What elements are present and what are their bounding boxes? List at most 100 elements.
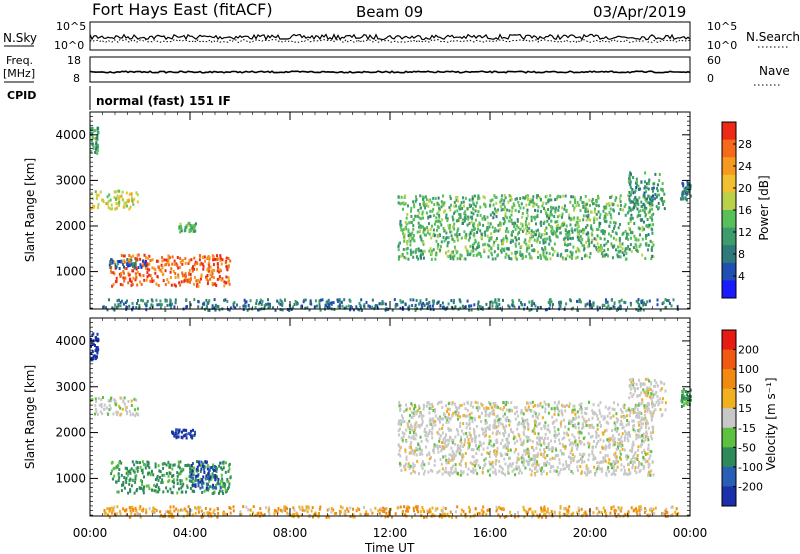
range-cell-power-6: [608, 224, 611, 228]
range-cell-velocity-5: [381, 509, 384, 513]
range-cell-power-6: [413, 205, 416, 209]
range-cell-velocity-6: [408, 426, 411, 430]
range-cell-velocity-6: [535, 465, 538, 469]
range-cell-velocity-6: [533, 471, 536, 475]
range-cell-velocity-5: [558, 510, 561, 514]
range-cell-velocity-6: [619, 449, 622, 453]
range-cell-power-6: [624, 229, 627, 233]
range-cell-power-6: [504, 229, 507, 233]
range-cell-velocity-2: [118, 476, 121, 480]
range-cell-velocity-6: [464, 462, 467, 466]
range-cell-power-3: [133, 266, 136, 270]
range-cell-velocity-6: [632, 440, 635, 444]
range-cell-velocity-6: [412, 430, 415, 434]
range-cell-velocity-6: [410, 416, 413, 419]
range-cell-power-5: [599, 306, 601, 310]
range-cell-velocity-6: [469, 427, 471, 430]
range-cell-velocity-6: [632, 460, 635, 464]
range-cell-power-6: [449, 208, 452, 212]
range-cell-power-5: [662, 301, 665, 305]
range-cell-power-2: [131, 283, 134, 287]
range-cell-velocity-6: [582, 425, 585, 429]
range-cell-velocity-6: [619, 452, 622, 456]
range-cell-power-6: [593, 216, 596, 220]
range-cell-velocity-5: [585, 513, 588, 517]
range-cell-velocity-6: [527, 427, 530, 431]
range-cell-velocity-6: [557, 413, 560, 417]
range-cell-power-6: [576, 227, 579, 231]
range-cell-velocity-6: [603, 415, 606, 419]
range-cell-power-6: [646, 218, 649, 221]
range-cell-power-6: [522, 206, 525, 210]
range-cell-power-6: [544, 229, 546, 232]
range-cell-power-6: [494, 227, 497, 231]
range-cell-power-6: [511, 222, 514, 226]
range-cell-power-6: [548, 242, 551, 246]
range-cell-power-5: [174, 301, 177, 305]
range-cell-velocity-6: [450, 446, 453, 450]
range-cell-power-1: [113, 196, 116, 199]
range-cell-power-0: [92, 144, 95, 148]
range-cell-velocity-5: [639, 505, 642, 509]
range-cell-velocity-5: [333, 512, 336, 515]
range-cell-velocity-2: [222, 460, 225, 464]
range-cell-power-0: [94, 151, 97, 154]
range-cell-power-7: [636, 207, 639, 211]
range-cell-power-5: [309, 299, 312, 303]
range-cell-power-5: [108, 298, 110, 302]
range-cell-velocity-6: [509, 428, 512, 431]
range-cell-power-6: [530, 198, 533, 202]
range-cell-power-6: [579, 235, 582, 239]
range-cell-velocity-4: [175, 429, 177, 433]
range-cell-velocity-6: [491, 431, 494, 435]
range-cell-power-2: [127, 260, 130, 264]
range-cell-power-5: [473, 303, 476, 307]
range-cell-velocity-4: [172, 431, 175, 435]
range-cell-velocity-6: [501, 467, 504, 471]
range-cell-power-5: [214, 308, 217, 312]
range-cell-power-6: [519, 250, 522, 254]
range-cell-velocity-6: [486, 446, 489, 450]
range-cell-velocity-1: [99, 410, 102, 414]
range-cell-velocity-4: [194, 430, 196, 434]
range-cell-velocity-1: [103, 403, 106, 407]
range-cell-velocity-6: [531, 440, 534, 444]
range-cell-velocity-5: [172, 515, 175, 519]
range-cell-velocity-5: [200, 509, 203, 513]
range-cell-velocity-6: [459, 448, 462, 452]
range-cell-power-6: [415, 195, 417, 199]
range-cell-velocity-5: [610, 507, 613, 511]
range-cell-velocity-6: [601, 431, 604, 435]
range-cell-power-6: [452, 218, 455, 222]
range-cell-velocity-5: [613, 509, 616, 513]
range-cell-velocity-5: [222, 510, 225, 514]
range-cell-power-6: [638, 227, 641, 231]
range-cell-power-6: [573, 206, 576, 210]
range-cell-power-5: [478, 304, 481, 308]
range-cell-velocity-2: [124, 466, 127, 470]
range-cell-velocity-5: [388, 510, 391, 514]
range-cell-power-2: [179, 256, 182, 260]
range-cell-velocity-6: [610, 416, 612, 420]
range-cell-velocity-5: [300, 513, 303, 517]
range-cell-velocity-6: [505, 424, 508, 428]
range-cell-power-6: [600, 229, 603, 233]
range-cell-power-3: [115, 265, 118, 269]
range-cell-velocity-6: [641, 439, 644, 443]
range-cell-velocity-6: [447, 461, 450, 465]
range-cell-power-6: [407, 228, 410, 232]
range-cell-velocity-6: [480, 411, 483, 415]
range-cell-velocity-5: [378, 511, 381, 515]
range-cell-velocity-2: [140, 486, 143, 490]
range-cell-power-6: [500, 194, 503, 198]
range-cell-velocity-5: [303, 509, 306, 513]
range-cell-power-2: [134, 272, 137, 276]
range-cell-velocity-5: [563, 507, 566, 510]
range-cell-velocity-2: [145, 484, 148, 488]
range-cell-power-6: [518, 231, 521, 235]
range-cell-power-5: [260, 302, 263, 306]
range-cell-velocity-2: [172, 474, 175, 477]
range-cell-velocity-2: [131, 460, 134, 464]
range-cell-power-2: [146, 267, 149, 271]
